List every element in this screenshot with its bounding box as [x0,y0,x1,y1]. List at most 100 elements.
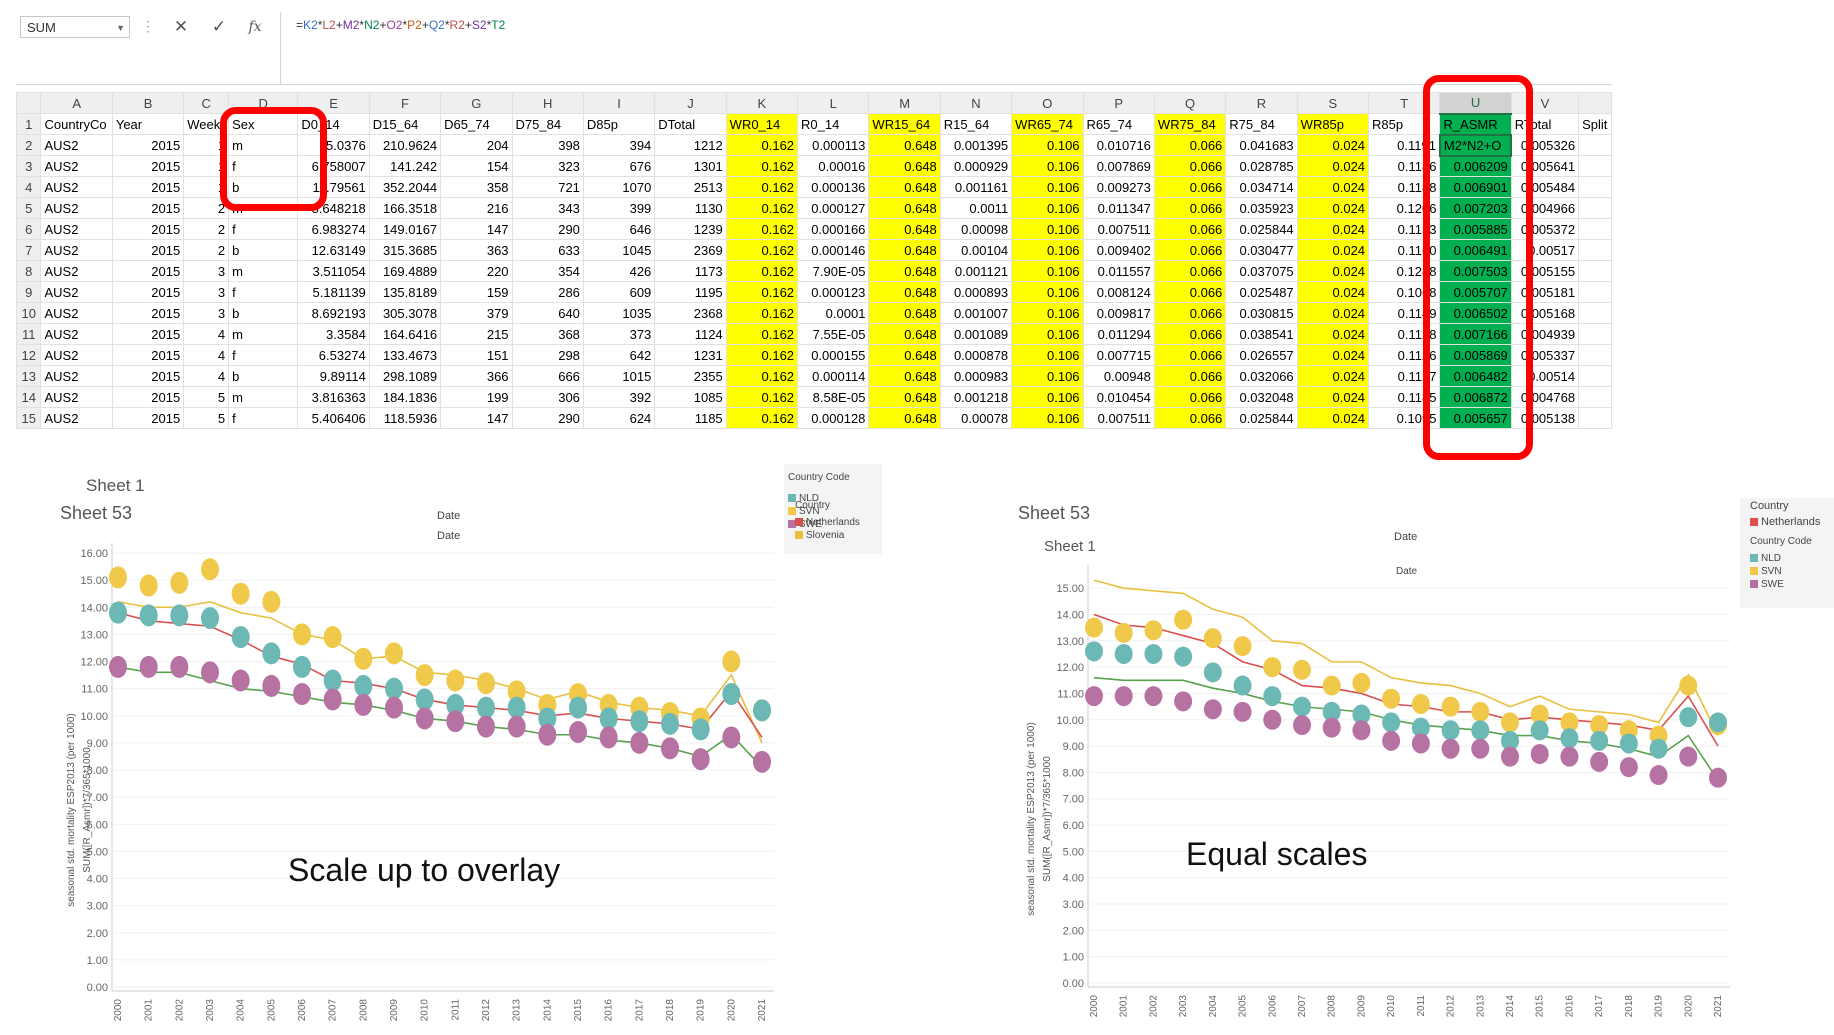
table-cell[interactable]: 0.106 [1011,407,1084,429]
table-cell[interactable]: 0.010454 [1082,386,1155,408]
table-cell[interactable]: 0.024 [1296,155,1370,177]
table-cell[interactable]: 0.648 [868,155,941,177]
table-cell[interactable]: m [228,260,299,282]
table-cell[interactable]: 3 [183,281,230,303]
table-cell[interactable]: M2*N2+O [1438,133,1513,157]
table-cell[interactable]: 343 [511,197,584,219]
table-cell[interactable]: 0.066 [1153,239,1227,261]
table-cell[interactable]: 1130 [654,197,727,219]
table-cell[interactable] [1578,134,1612,156]
table-cell[interactable]: 0.024 [1296,407,1370,429]
table-cell[interactable]: 666 [511,365,584,387]
table-cell[interactable]: 164.6416 [368,323,442,345]
table-cell[interactable]: 363 [440,239,513,261]
table-cell[interactable]: AUS2 [40,239,113,261]
table-cell[interactable]: 220 [440,260,513,282]
row-header[interactable]: 15 [15,407,42,429]
table-cell[interactable]: 4 [183,344,230,366]
table-cell[interactable]: 0.162 [725,302,799,324]
row-header[interactable]: 1 [15,113,42,135]
table-cell[interactable]: 1045 [582,239,656,261]
table-cell[interactable]: 0.106 [1011,155,1084,177]
table-cell[interactable]: b [228,302,299,324]
column-header-f[interactable]: F [368,92,442,114]
table-cell[interactable]: 0.000166 [797,218,870,240]
table-cell[interactable]: 0.106 [1011,302,1084,324]
table-cell[interactable]: 0.00078 [939,407,1013,429]
table-cell[interactable]: 0.024 [1296,176,1370,198]
table-cell[interactable]: f [228,344,299,366]
table-cell[interactable]: 0.162 [725,386,799,408]
table-cell[interactable]: 379 [440,302,513,324]
column-header-h[interactable]: H [511,92,584,114]
table-cell[interactable]: 0.648 [868,197,941,219]
table-cell[interactable]: 151 [440,344,513,366]
table-cell[interactable]: 0.162 [725,260,799,282]
enter-icon[interactable]: ✓ [211,17,227,36]
table-cell[interactable]: 199 [440,386,513,408]
table-cell[interactable]: AUS2 [40,302,113,324]
table-cell[interactable]: 0.001089 [939,323,1013,345]
table-cell[interactable]: 0.648 [868,344,941,366]
table-cell[interactable]: 0.106 [1011,218,1084,240]
more-options-icon[interactable]: ⋮ [141,18,155,34]
table-cell[interactable]: 7.90E-05 [797,260,870,282]
table-cell[interactable]: 392 [582,386,656,408]
table-cell[interactable]: D85p [582,113,656,135]
table-cell[interactable]: 0.034714 [1225,176,1298,198]
table-cell[interactable]: WR15_64 [868,113,941,135]
table-cell[interactable] [1578,155,1612,177]
table-cell[interactable]: 0.162 [725,365,799,387]
table-cell[interactable]: 1015 [582,365,656,387]
column-header-a[interactable]: A [40,92,113,114]
table-cell[interactable]: 0.066 [1153,260,1227,282]
column-header-k[interactable]: K [725,92,799,114]
column-header-s[interactable]: S [1296,92,1370,114]
table-cell[interactable]: 624 [582,407,656,429]
table-cell[interactable]: AUS2 [40,197,113,219]
table-cell[interactable]: 184.1836 [368,386,442,408]
table-cell[interactable]: 2015 [111,218,185,240]
table-cell[interactable]: 0.066 [1153,344,1227,366]
table-cell[interactable]: 0.001121 [939,260,1013,282]
table-cell[interactable]: 0.009402 [1082,239,1155,261]
table-cell[interactable]: 2015 [111,365,185,387]
table-cell[interactable]: 0.106 [1011,323,1084,345]
table-cell[interactable]: 2015 [111,239,185,261]
table-cell[interactable]: 5 [183,386,230,408]
row-header[interactable]: 10 [15,302,42,324]
table-cell[interactable]: 0.066 [1153,365,1227,387]
table-cell[interactable]: 0.162 [725,176,799,198]
column-header-l[interactable]: L [797,92,870,114]
table-cell[interactable]: 0.006209 [1439,155,1512,177]
table-cell[interactable]: 721 [511,176,584,198]
legend-item[interactable]: Netherlands [795,516,860,529]
table-cell[interactable]: AUS2 [40,134,113,156]
column-header-r[interactable]: R [1225,92,1298,114]
table-cell[interactable]: 0.066 [1153,176,1227,198]
table-cell[interactable]: 0.028785 [1225,155,1298,177]
table-cell[interactable]: 306 [511,386,584,408]
table-cell[interactable]: DTotal [654,113,727,135]
table-cell[interactable]: 0.0011 [939,197,1013,219]
table-cell[interactable]: 0.041683 [1225,134,1298,156]
table-cell[interactable]: 0.162 [725,155,799,177]
table-cell[interactable]: 2015 [111,302,185,324]
table-cell[interactable] [1578,407,1612,429]
table-cell[interactable]: 1301 [654,155,727,177]
table-cell[interactable]: 0.162 [725,323,799,345]
table-cell[interactable]: R15_64 [939,113,1013,135]
column-header-u[interactable]: U [1439,92,1512,115]
table-cell[interactable]: 366 [440,365,513,387]
table-cell[interactable]: 3.511054 [297,260,370,282]
table-cell[interactable]: AUS2 [40,218,113,240]
table-cell[interactable]: 0.106 [1011,134,1084,156]
legend-item[interactable]: SWE [1750,578,1784,591]
table-cell[interactable]: 286 [511,281,584,303]
legend-item[interactable]: SWE [788,518,822,531]
table-cell[interactable]: 147 [440,407,513,429]
table-cell[interactable]: 0.006502 [1439,302,1512,324]
table-cell[interactable]: 1212 [654,134,727,156]
table-cell[interactable]: 0.162 [725,197,799,219]
name-box[interactable]: SUM ▼ [20,16,130,38]
